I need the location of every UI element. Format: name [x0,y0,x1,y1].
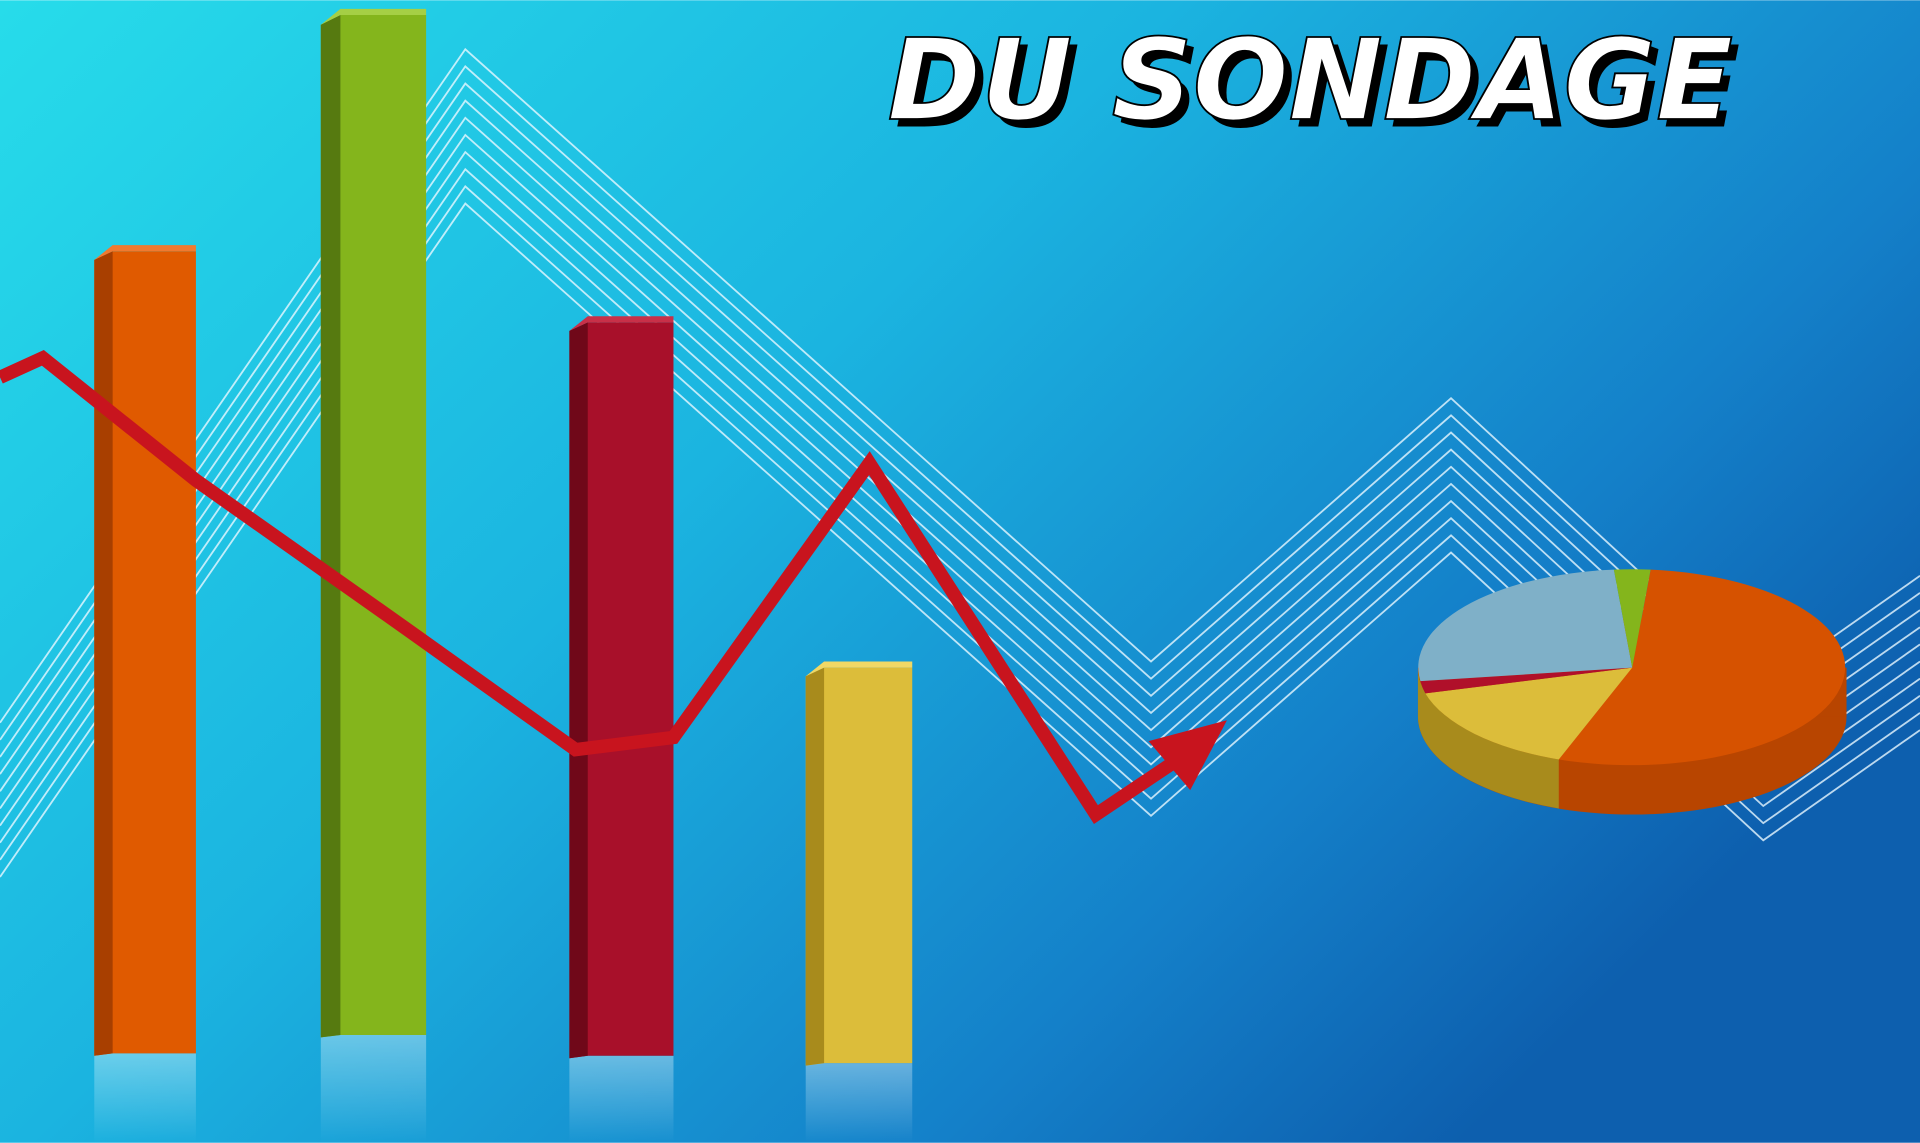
title: DU SONDAGE [887,14,1732,146]
bar-reflection [569,1056,673,1143]
bar-reflection [806,1063,913,1143]
bar-reflection [321,1035,426,1143]
bar-reflection [94,1053,196,1142]
yellow-bar-side [806,668,824,1066]
red-bar-side [569,322,587,1058]
illustration: DU SONDAGE DU SONDAGE [0,0,1920,1143]
page: {"title": "DU SONDAGE"} [0,0,1920,1143]
pie-illustration [1418,569,1847,814]
green-bar-side [321,15,341,1037]
orange-bar-side [94,251,112,1055]
